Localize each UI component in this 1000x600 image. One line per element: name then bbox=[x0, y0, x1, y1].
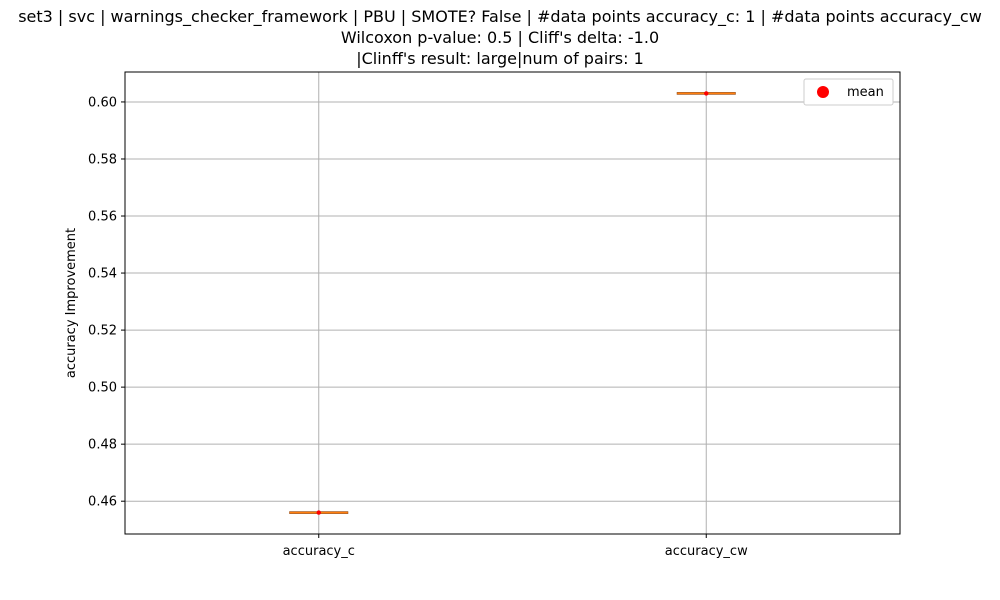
chart-title-line-3: |Clinff's result: large|num of pairs: 1 bbox=[356, 49, 644, 68]
chart-title-line-1: set3 | svc | warnings_checker_framework … bbox=[18, 7, 982, 27]
y-tick-label: 0.56 bbox=[88, 210, 117, 225]
chart-title: set3 | svc | warnings_checker_framework … bbox=[18, 7, 982, 68]
legend-mean-label: mean bbox=[847, 85, 884, 100]
legend-mean-marker bbox=[817, 86, 829, 98]
legend: mean bbox=[803, 78, 894, 106]
y-tick-label: 0.54 bbox=[88, 267, 117, 282]
y-tick-label: 0.52 bbox=[88, 324, 117, 339]
y-tick-label: 0.46 bbox=[88, 495, 117, 510]
mean-marker-accuracy_c bbox=[316, 510, 321, 515]
y-tick-label: 0.48 bbox=[88, 438, 117, 453]
x-tick-label: accuracy_cw bbox=[665, 544, 748, 559]
grid bbox=[125, 72, 900, 534]
x-axis: accuracy_c accuracy_cw bbox=[283, 534, 748, 559]
y-tick-label: 0.50 bbox=[88, 381, 117, 396]
chart-title-line-2: Wilcoxon p-value: 0.5 | Cliff's delta: -… bbox=[341, 28, 659, 47]
y-tick-label: 0.60 bbox=[88, 95, 117, 110]
plot-area bbox=[124, 71, 901, 535]
x-tick-label: accuracy_c bbox=[283, 544, 355, 559]
y-tick-label: 0.58 bbox=[88, 152, 117, 167]
y-axis: 0.46 0.48 0.50 0.52 0.54 0.56 0.58 0.60 bbox=[88, 95, 125, 510]
boxes bbox=[289, 91, 736, 515]
mean-marker-accuracy_cw bbox=[704, 91, 709, 96]
legend-box bbox=[803, 78, 894, 106]
y-axis-label: accuracy Improvement bbox=[64, 228, 79, 378]
